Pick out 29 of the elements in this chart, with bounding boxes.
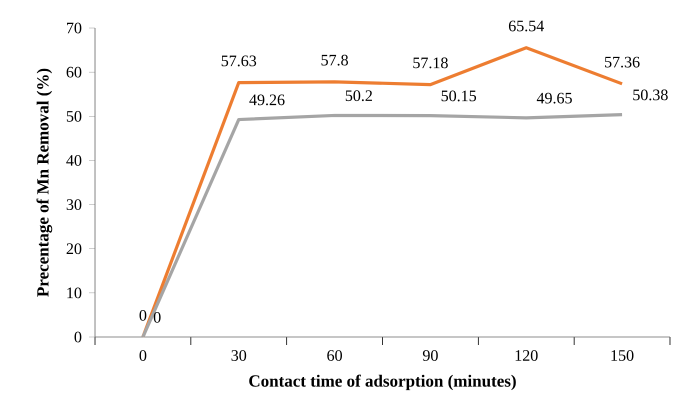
data-label: 49.65: [536, 92, 572, 104]
y-tick-label: 50: [66, 110, 82, 122]
line-series: [141, 113, 624, 339]
data-label: 65.54: [508, 20, 544, 32]
data-label: 50.15: [442, 90, 476, 102]
y-tick-label: 70: [67, 22, 82, 34]
x-tick-label: 30: [232, 350, 246, 361]
x-tick-label: 120: [516, 350, 538, 361]
y-tick-label: 60: [66, 66, 82, 78]
data-label: 49.26: [249, 94, 285, 106]
data-label: 0: [140, 310, 146, 321]
y-axis-title: Precentage of Mn Removal (%): [36, 68, 52, 297]
data-label: 57.63: [222, 56, 256, 66]
x-tick-label: 60: [327, 350, 342, 361]
y-tick-label: 0: [74, 332, 82, 342]
y-tick-label: 30: [66, 199, 82, 210]
x-tick-label: 150: [611, 350, 634, 361]
x-tick-label: 90: [422, 350, 438, 361]
data-label: 50.38: [633, 89, 668, 100]
data-label: 0: [154, 312, 161, 323]
y-tick-label: 20: [66, 243, 82, 254]
x-axis-title: Contact time of adsorption (minutes): [249, 374, 516, 390]
y-tick-label: 40: [66, 155, 82, 166]
data-label: 50.2: [346, 90, 372, 102]
data-label: 57.18: [413, 57, 448, 68]
data-label: 57.36: [605, 56, 640, 68]
data-label: 57.8: [322, 54, 348, 66]
x-tick-label: 0: [140, 350, 146, 361]
y-tick-label: 10: [67, 287, 82, 298]
